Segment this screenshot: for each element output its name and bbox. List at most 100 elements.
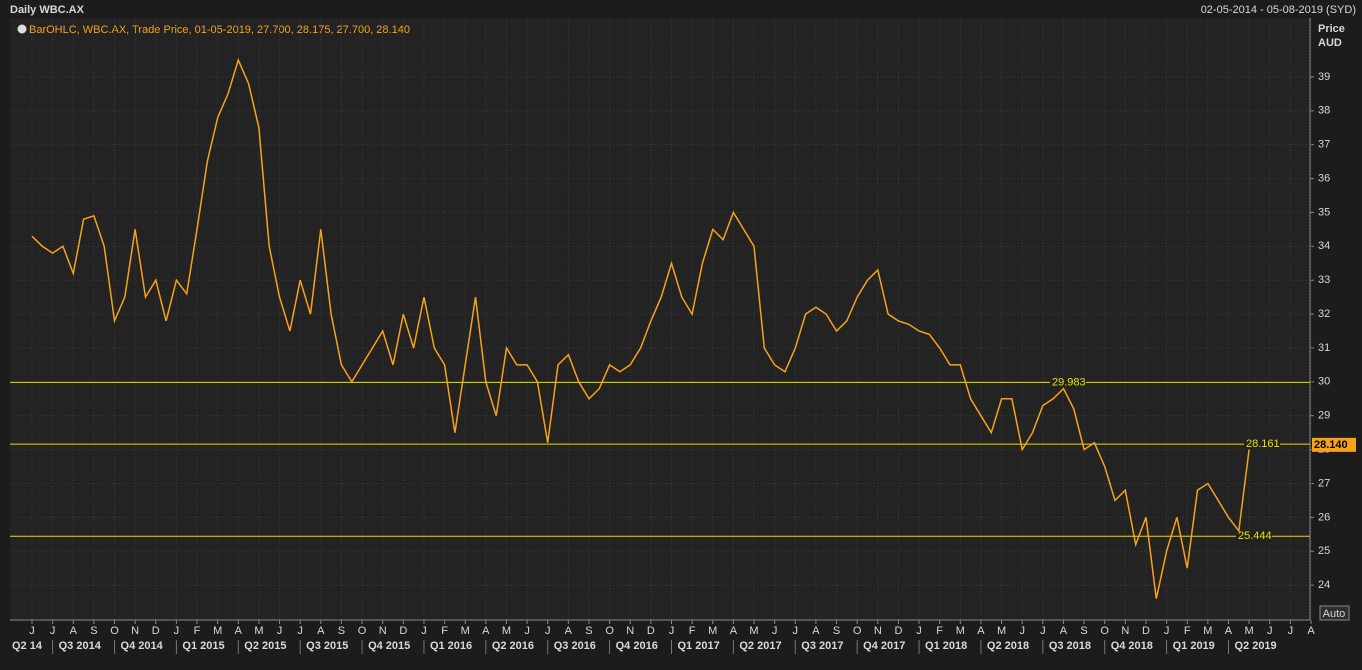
chart-title: Daily WBC.AX [10, 4, 85, 16]
x-tick-label: O [110, 625, 119, 637]
quarter-label: Q1 2018 [925, 640, 967, 652]
x-tick-label: F [689, 625, 696, 637]
x-tick-label: F [1184, 625, 1191, 637]
quarter-label: Q2 2019 [1234, 640, 1276, 652]
x-tick-label: J [524, 625, 530, 637]
date-range: 02-05-2014 - 05-08-2019 (SYD) [1201, 4, 1356, 16]
x-tick-label: N [626, 625, 634, 637]
x-tick-label: M [213, 625, 222, 637]
x-tick-label: D [1142, 625, 1150, 637]
quarter-label: Q1 2019 [1173, 640, 1215, 652]
x-tick-label: S [585, 625, 592, 637]
x-tick-label: A [977, 625, 985, 637]
last-price-box [1312, 437, 1356, 452]
y-tick-label: 25 [1318, 545, 1330, 557]
x-tick-label: J [297, 625, 303, 637]
x-tick-label: J [1164, 625, 1170, 637]
x-tick-label: A [482, 625, 490, 637]
last-price-label: 28.140 [1314, 439, 1348, 451]
quarter-label: Q3 2018 [1049, 640, 1091, 652]
x-tick-label: J [1267, 625, 1273, 637]
quarter-label: Q3 2017 [801, 640, 843, 652]
x-tick-label: S [833, 625, 840, 637]
x-tick-label: J [1288, 625, 1294, 637]
level-label: 25.444 [1238, 530, 1272, 542]
x-tick-label: J [669, 625, 675, 637]
x-tick-label: J [277, 625, 283, 637]
quarter-label: Q3 2014 [59, 640, 102, 652]
x-tick-label: D [399, 625, 407, 637]
x-tick-label: J [1040, 625, 1046, 637]
x-tick-label: J [421, 625, 427, 637]
plot-area [10, 18, 1310, 620]
y-tick-label: 39 [1318, 71, 1330, 83]
x-tick-label: J [29, 625, 35, 637]
auto-button-label[interactable]: Auto [1323, 608, 1346, 620]
x-tick-label: A [317, 625, 325, 637]
quarter-label: Q4 2016 [616, 640, 658, 652]
y-tick-label: 33 [1318, 274, 1330, 286]
legend-icon [17, 24, 27, 34]
x-tick-label: A [730, 625, 738, 637]
x-tick-label: A [812, 625, 820, 637]
quarter-label: Q2 2016 [492, 640, 534, 652]
x-tick-label: D [647, 625, 655, 637]
x-tick-label: A [1307, 625, 1315, 637]
x-tick-label: J [772, 625, 778, 637]
x-tick-label: J [174, 625, 180, 637]
y-tick-label: 27 [1318, 477, 1330, 489]
y-tick-label: 24 [1318, 579, 1330, 591]
x-tick-label: M [997, 625, 1006, 637]
y-tick-label: 34 [1318, 240, 1330, 252]
quarter-label: Q1 2017 [678, 640, 720, 652]
x-tick-label: A [1060, 625, 1068, 637]
quarter-label: Q2 2018 [987, 640, 1029, 652]
y-tick-label: 31 [1318, 342, 1330, 354]
x-tick-label: O [1100, 625, 1109, 637]
quarter-label: Q4 2017 [863, 640, 905, 652]
x-tick-label: M [708, 625, 717, 637]
quarter-label: Q1 2016 [430, 640, 472, 652]
quarter-label: Q1 2015 [182, 640, 224, 652]
x-tick-label: S [1080, 625, 1087, 637]
y-tick-label: 32 [1318, 308, 1330, 320]
y-axis-label: Price [1318, 23, 1345, 35]
x-tick-label: O [853, 625, 862, 637]
quarter-label: Q4 2015 [368, 640, 410, 652]
quarter-label: Q3 2015 [306, 640, 348, 652]
quarter-label: Q2 2015 [244, 640, 286, 652]
x-tick-label: M [502, 625, 511, 637]
x-tick-label: M [956, 625, 965, 637]
quarter-label: Q4 2014 [121, 640, 164, 652]
x-tick-label: N [874, 625, 882, 637]
x-tick-label: S [90, 625, 97, 637]
x-tick-label: N [131, 625, 139, 637]
x-tick-label: M [461, 625, 470, 637]
y-tick-label: 38 [1318, 105, 1330, 117]
x-tick-label: O [605, 625, 614, 637]
x-tick-label: M [1203, 625, 1212, 637]
x-tick-label: A [235, 625, 243, 637]
legend-entry: BarOHLC, WBC.AX, Trade Price, 01-05-2019… [29, 24, 410, 36]
x-tick-label: F [441, 625, 448, 637]
x-tick-label: D [152, 625, 160, 637]
y-tick-label: 26 [1318, 511, 1330, 523]
level-label-bg [1244, 437, 1280, 451]
x-tick-label: J [545, 625, 551, 637]
y-tick-label: 29 [1318, 410, 1330, 422]
y-tick-label: 37 [1318, 139, 1330, 151]
x-tick-label: N [1121, 625, 1129, 637]
x-tick-label: J [50, 625, 56, 637]
y-tick-label: 35 [1318, 206, 1330, 218]
x-tick-label: S [338, 625, 345, 637]
x-tick-label: O [358, 625, 367, 637]
x-tick-label: J [1019, 625, 1025, 637]
level-label: 28.161 [1246, 438, 1280, 450]
x-tick-label: A [565, 625, 573, 637]
auto-button[interactable] [1319, 605, 1350, 621]
y-axis-unit: AUD [1318, 37, 1342, 49]
quarter-label: Q3 2016 [554, 640, 596, 652]
y-tick-label: 30 [1318, 376, 1330, 388]
price-line [31, 57, 1250, 599]
x-tick-label: N [379, 625, 387, 637]
